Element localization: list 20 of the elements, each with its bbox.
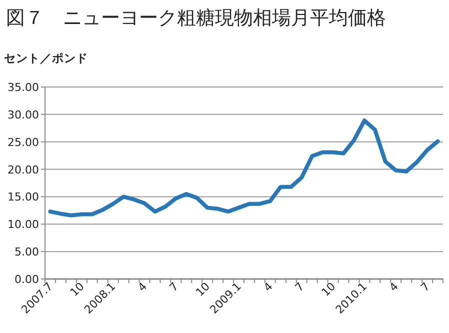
y-tick-label: 30.00 bbox=[8, 108, 39, 122]
y-tick-label: 25.00 bbox=[8, 136, 39, 149]
x-tick-label: 10 bbox=[319, 280, 338, 300]
y-tick-label: 5.00 bbox=[14, 246, 39, 259]
line-series bbox=[48, 118, 440, 218]
x-tick-label: 10 bbox=[68, 280, 87, 300]
x-tick-label: 7 bbox=[292, 280, 307, 294]
x-tick-label: 7 bbox=[166, 280, 182, 294]
x-tick-label: 4 bbox=[386, 280, 401, 294]
y-tick-label: 0.00 bbox=[14, 273, 39, 286]
y-tick-label: 10.00 bbox=[8, 218, 39, 232]
y-axis-title: セント／ポンド bbox=[4, 51, 88, 65]
x-tick-label: 10 bbox=[193, 280, 212, 300]
y-tick-label: 15.00 bbox=[8, 190, 39, 204]
x-tick-label: 4 bbox=[135, 280, 150, 294]
y-tick-label: 35.00 bbox=[8, 81, 39, 94]
x-tick-label: 7 bbox=[418, 280, 432, 294]
y-tick-label: 20.00 bbox=[8, 163, 39, 176]
chart-title: 図７ ニューヨーク粗糖現物相場月平均価格 bbox=[6, 7, 386, 29]
x-tick-label: 4 bbox=[261, 280, 276, 294]
